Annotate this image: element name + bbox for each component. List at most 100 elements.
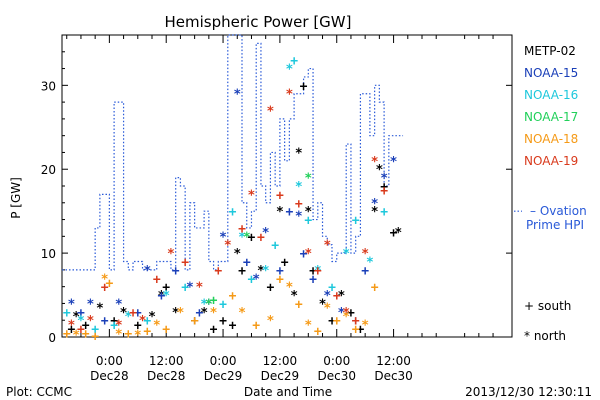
point-noaa-19: *: [361, 247, 369, 262]
point-noaa-18: +: [162, 323, 170, 338]
point-noaa-15: +: [352, 314, 360, 329]
point-noaa-18: *: [177, 306, 185, 321]
point-noaa-19: +: [333, 289, 341, 304]
point-metp-02: *: [200, 306, 208, 321]
x-tick-date: Dec28: [90, 369, 129, 383]
hpi-legend-label-line2: Prime HPI: [526, 218, 584, 232]
plot-timestamp: 2013/12/30 12:30:11: [465, 385, 592, 399]
point-metp-02: +: [82, 318, 90, 333]
point-noaa-15: *: [219, 230, 227, 245]
point-noaa-15: +: [309, 272, 317, 287]
point-noaa-19: +: [257, 230, 265, 245]
point-noaa-16: *: [285, 63, 293, 78]
point-noaa-19: *: [224, 239, 232, 254]
point-noaa-18: +: [352, 323, 360, 338]
point-noaa-15: +: [276, 264, 284, 279]
point-noaa-19: +: [380, 184, 388, 199]
y-tick-label: 20: [41, 163, 56, 177]
point-noaa-18: *: [115, 328, 123, 343]
point-metp-02: +: [300, 79, 308, 94]
point-noaa-16: +: [271, 239, 279, 254]
point-metp-02: *: [158, 289, 166, 304]
point-noaa-18: *: [238, 306, 246, 321]
point-metp-02: +: [309, 264, 317, 279]
x-tick-date: Dec29: [261, 369, 300, 383]
x-axis-label: Date and Time: [244, 385, 332, 399]
point-metp-02: +: [281, 256, 289, 271]
point-noaa-16: *: [124, 310, 132, 325]
point-noaa-19: *: [167, 247, 175, 262]
series-legend: METP-02 NOAA-15 NOAA-16 NOAA-17 NOAA-18 NOAA-…: [524, 44, 578, 168]
x-tick-time: 0:00: [323, 354, 350, 368]
point-noaa-15: *: [143, 264, 151, 279]
point-noaa-19: +: [276, 188, 284, 203]
point-metp-02: +: [267, 281, 275, 296]
point-noaa-18: *: [72, 328, 80, 343]
point-noaa-19: *: [68, 318, 76, 333]
point-noaa-16: +: [219, 297, 227, 312]
point-metp-02: *: [257, 264, 265, 279]
point-noaa-15: *: [252, 272, 260, 287]
point-metp-02: *: [304, 205, 312, 220]
point-noaa-17: +: [210, 293, 218, 308]
point-noaa-18: +: [295, 297, 303, 312]
point-metp-02: +: [134, 318, 142, 333]
point-noaa-16: +: [181, 281, 189, 296]
point-noaa-15: +: [134, 306, 142, 321]
point-noaa-15: *: [87, 297, 95, 312]
point-noaa-15: *: [205, 297, 213, 312]
point-noaa-18: *: [101, 272, 109, 287]
point-metp-02: *: [172, 306, 180, 321]
point-noaa-15: +: [361, 264, 369, 279]
point-noaa-19: *: [267, 105, 275, 120]
point-noaa-17: *: [304, 172, 312, 187]
point-noaa-16: +: [328, 281, 336, 296]
point-metp-02: *: [371, 205, 379, 220]
point-noaa-18: *: [285, 281, 293, 296]
point-noaa-15: +: [77, 306, 85, 321]
point-metp-02: +: [328, 314, 336, 329]
point-noaa-18: +: [314, 324, 322, 339]
point-metp-02: *: [120, 306, 128, 321]
x-tick-date: Dec28: [147, 369, 186, 383]
point-noaa-16: +: [248, 272, 256, 287]
x-tick-date: Dec30: [317, 369, 356, 383]
point-noaa-16: +: [110, 318, 118, 333]
point-noaa-18: +: [333, 314, 341, 329]
point-noaa-16: +: [380, 205, 388, 220]
point-noaa-17: *: [205, 297, 213, 312]
point-noaa-19: +: [101, 281, 109, 296]
point-noaa-16: +: [304, 214, 312, 229]
marker-legend-entry: * north: [524, 329, 566, 343]
point-noaa-18: *: [304, 318, 312, 333]
point-noaa-15: +: [300, 247, 308, 262]
x-tick-date: Dec30: [374, 369, 413, 383]
point-noaa-19: *: [323, 239, 331, 254]
point-noaa-15: +: [285, 205, 293, 220]
point-noaa-18: *: [342, 310, 350, 325]
point-noaa-18: +: [143, 324, 151, 339]
point-noaa-19: +: [295, 197, 303, 212]
point-noaa-15: +: [195, 306, 203, 321]
x-tick-time: 0:00: [210, 354, 237, 368]
plot-credit: Plot: CCMC: [6, 385, 72, 399]
data-points: +*+*+*+**+*+*++ +*++*+*+**+*+*+*++**++**+…: [63, 54, 403, 344]
point-metp-02: +: [238, 264, 246, 279]
y-tick-label: 0: [48, 331, 56, 345]
point-noaa-15: *: [115, 297, 123, 312]
point-noaa-19: +: [314, 264, 322, 279]
point-noaa-18: +: [371, 281, 379, 296]
point-noaa-19: *: [195, 281, 203, 296]
point-noaa-16: *: [366, 256, 374, 271]
point-metp-02: +: [210, 323, 218, 338]
point-noaa-16: *: [314, 264, 322, 279]
point-metp-02: *: [375, 163, 383, 178]
point-metp-02: +: [162, 281, 170, 296]
point-noaa-18: +: [82, 327, 90, 342]
legend-entry: NOAA-16: [524, 88, 578, 102]
point-metp-02: *: [233, 247, 241, 262]
x-tick-time: 12:00: [149, 354, 184, 368]
point-noaa-19: +: [214, 264, 222, 279]
point-noaa-16: *: [77, 314, 85, 329]
